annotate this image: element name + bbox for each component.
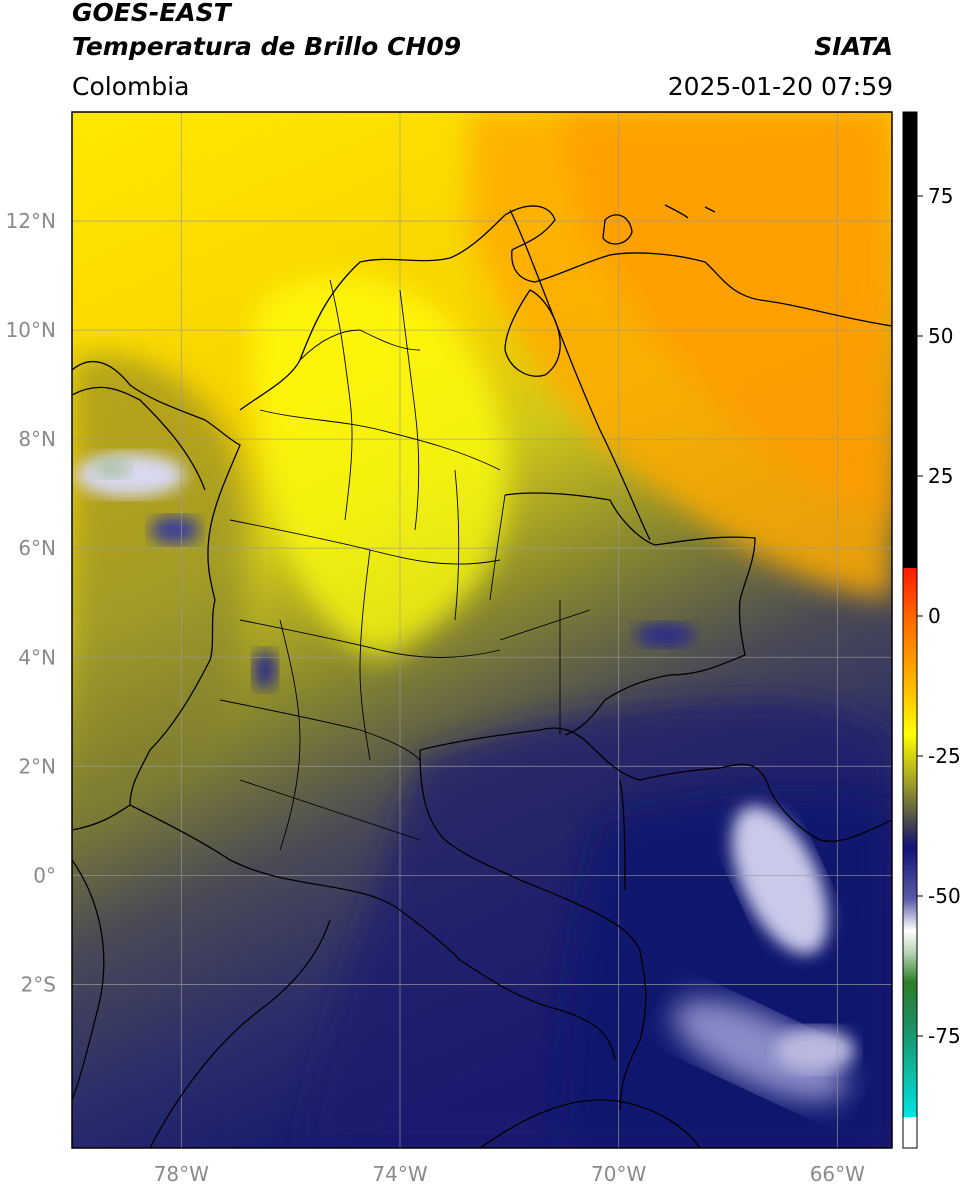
latitude-labels: 12°N 10°N 8°N 6°N 4°N 2°N 0° 2°S xyxy=(6,209,56,996)
latitude-label: 6°N xyxy=(18,536,56,560)
pacific-coastline xyxy=(72,361,241,831)
latitude-label: 8°N xyxy=(18,427,56,451)
latitude-label: 10°N xyxy=(6,318,56,342)
longitude-labels: 78°W 74°W 70°W 66°W xyxy=(154,1162,865,1186)
coastlines-borders xyxy=(72,204,892,1148)
product-title: Temperatura de Brillo CH09 xyxy=(72,32,462,61)
latitude-label: 2°N xyxy=(18,754,56,778)
gridlines xyxy=(72,112,892,1148)
colorbar-label: -75 xyxy=(928,1024,961,1048)
longitude-label: 70°W xyxy=(591,1162,646,1186)
venezuela-border xyxy=(504,492,756,736)
colorbar-ticks: 75 50 25 0 -25 -50 -75 xyxy=(917,184,961,1048)
colorbar-label: 25 xyxy=(928,464,953,488)
latitude-label: 4°N xyxy=(18,645,56,669)
agency-label: SIATA xyxy=(814,32,893,61)
map-frame xyxy=(71,111,893,1149)
satellite-title: GOES-EAST xyxy=(72,0,231,27)
ecuador-border xyxy=(129,804,616,1061)
satellite-image xyxy=(72,112,892,1148)
longitude-label: 66°W xyxy=(810,1162,865,1186)
caribbean-coastline xyxy=(239,205,892,411)
colorbar-label: -25 xyxy=(928,744,961,768)
colorbar-label: 0 xyxy=(928,604,941,628)
colorbar xyxy=(903,112,917,1148)
colorbar-label: 50 xyxy=(928,324,953,348)
datetime-label: 2025-01-20 07:59 xyxy=(667,72,893,101)
latitude-label: 0° xyxy=(33,863,56,887)
colorbar-label: -50 xyxy=(928,884,961,908)
latitude-label: 12°N xyxy=(6,209,56,233)
colorbar-frame xyxy=(902,111,918,1149)
brazil-border xyxy=(419,727,892,842)
longitude-label: 78°W xyxy=(154,1162,209,1186)
lake-maracaibo xyxy=(504,289,561,377)
latitude-label: 2°S xyxy=(21,972,56,996)
colorbar-label: 75 xyxy=(928,184,953,208)
longitude-label: 74°W xyxy=(372,1162,427,1186)
region-label: Colombia xyxy=(72,72,190,101)
